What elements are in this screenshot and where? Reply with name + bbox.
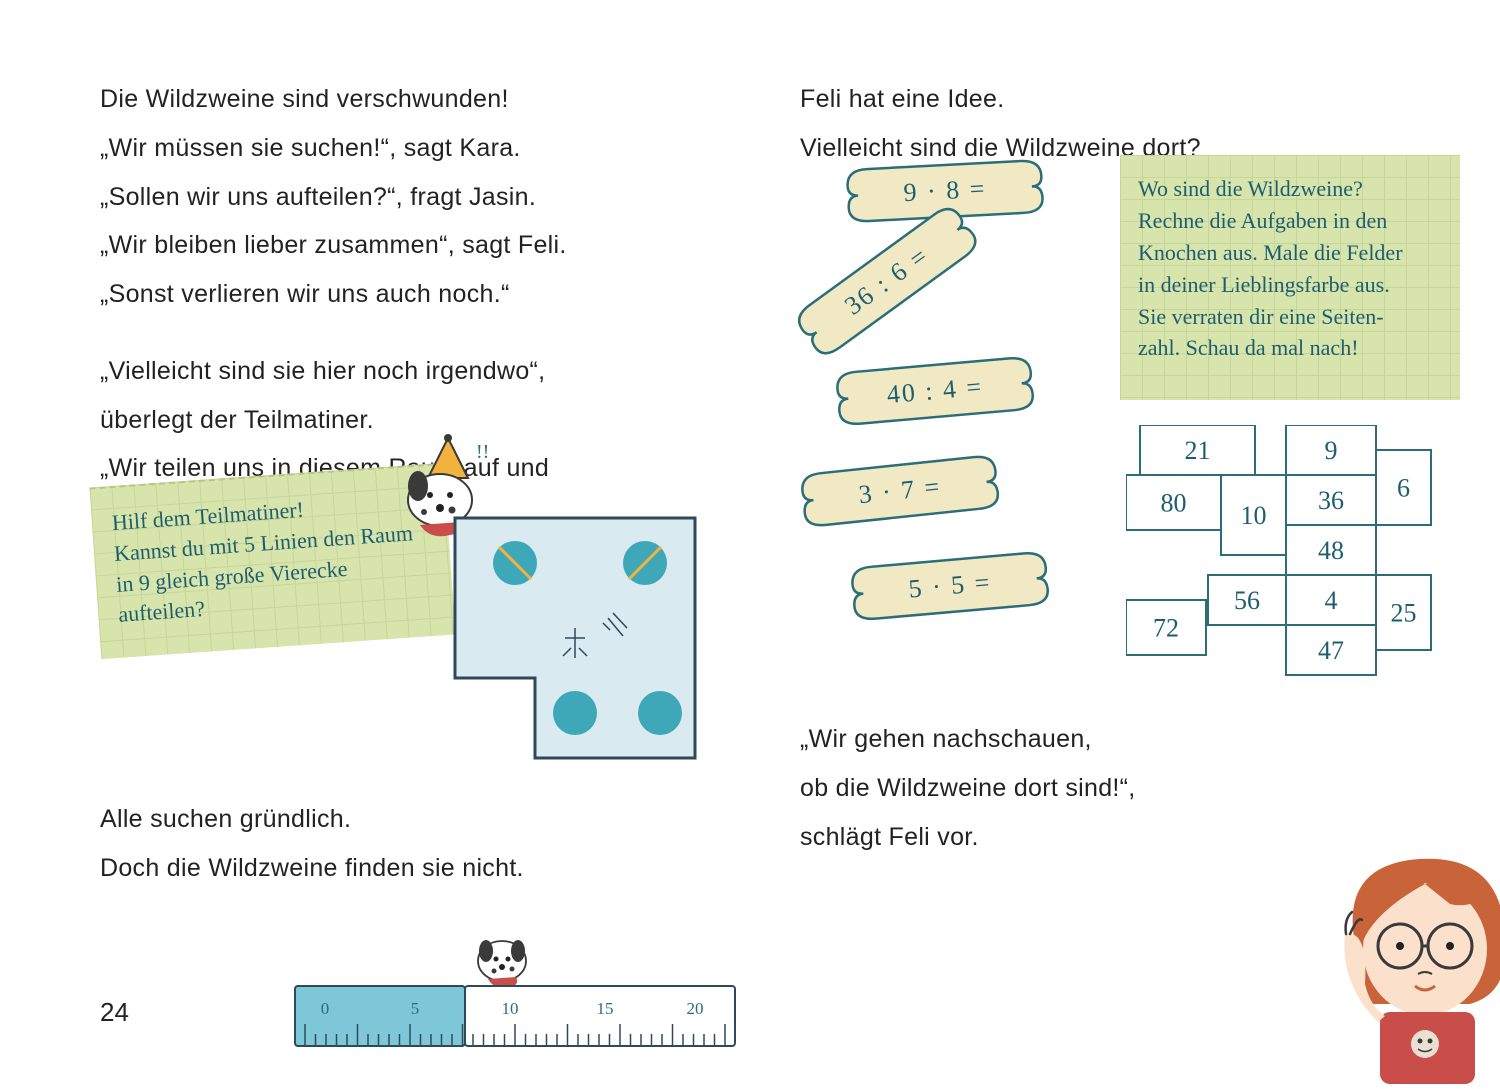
svg-text:5: 5 xyxy=(411,999,420,1018)
svg-text:80: 80 xyxy=(1161,489,1187,518)
svg-text:15: 15 xyxy=(597,999,614,1018)
svg-text:10: 10 xyxy=(1241,501,1267,530)
note-line: Sie verraten dir eine Seiten- xyxy=(1138,301,1442,333)
number-grid: 21 9 80 10 36 6 48 56 4 25 72 47 xyxy=(1126,425,1456,685)
room-puzzle-shape xyxy=(445,508,705,768)
svg-text:10: 10 xyxy=(502,999,519,1018)
bones-group: 9 · 8 =36 : 6 =40 : 4 =3 · 7 =5 · 5 = xyxy=(770,155,1130,715)
svg-text:25: 25 xyxy=(1391,599,1417,628)
svg-text:21: 21 xyxy=(1185,436,1211,465)
note-line: zahl. Schau da mal nach! xyxy=(1138,332,1442,364)
story-line: Doch die Wildzweine finden sie nicht. xyxy=(100,849,524,888)
page-right: Feli hat eine Idee. Vielleicht sind die … xyxy=(750,0,1500,1064)
story-line: „Wir müssen sie suchen!“, sagt Kara. xyxy=(100,129,695,168)
note-line: Rechne die Aufgaben in den xyxy=(1138,205,1442,237)
note-line: Wo sind die Wildzweine? xyxy=(1138,173,1442,205)
story-line: „Vielleicht sind sie hier noch irgendwo“… xyxy=(100,352,695,391)
svg-text:47: 47 xyxy=(1318,636,1344,665)
story-line: „Sollen wir uns aufteilen?“, fragt Jasin… xyxy=(100,178,695,217)
story-line: Die Wildzweine sind verschwunden! xyxy=(100,80,695,119)
note-line: in deiner Lieblingsfarbe aus. xyxy=(1138,269,1442,301)
story-text-left-bottom: Alle suchen gründlich. Doch die Wildzwei… xyxy=(100,800,524,898)
page-left: Die Wildzweine sind verschwunden! „Wir m… xyxy=(0,0,750,1064)
story-line: „Sonst verlieren wir uns auch noch.“ xyxy=(100,275,695,314)
svg-text:6: 6 xyxy=(1397,474,1410,503)
girl-illustration xyxy=(1310,834,1500,1084)
svg-text:0: 0 xyxy=(321,999,330,1018)
svg-text:!!: !! xyxy=(476,441,489,463)
svg-text:72: 72 xyxy=(1153,614,1179,643)
bone-2: 40 : 4 = xyxy=(827,346,1042,436)
ruler-illustration: 0 5 10 15 20 xyxy=(290,976,740,1056)
svg-text:9: 9 xyxy=(1325,436,1338,465)
story-line: ob die Wildzweine dort sind!“, xyxy=(800,769,1280,808)
note-line: Knochen aus. Male die Felder xyxy=(1138,237,1442,269)
story-line: Alle suchen gründlich. xyxy=(100,800,524,839)
bone-4: 5 · 5 = xyxy=(842,541,1057,631)
story-text-right-bottom: „Wir gehen nachschauen, ob die Wildzwein… xyxy=(800,720,1280,866)
story-line: „Wir bleiben lieber zusammen“, sagt Feli… xyxy=(100,226,695,265)
task-note-right: Wo sind die Wildzweine? Rechne die Aufga… xyxy=(1120,155,1460,400)
page-number: 24 xyxy=(100,997,129,1028)
story-line: Feli hat eine Idee. xyxy=(800,80,1450,119)
bone-3: 3 · 7 = xyxy=(792,444,1008,538)
story-line: schlägt Feli vor. xyxy=(800,818,1280,857)
svg-text:20: 20 xyxy=(687,999,704,1018)
story-line: „Wir gehen nachschauen, xyxy=(800,720,1280,759)
svg-text:48: 48 xyxy=(1318,536,1344,565)
svg-text:56: 56 xyxy=(1234,586,1260,615)
svg-text:36: 36 xyxy=(1318,486,1344,515)
svg-text:4: 4 xyxy=(1325,586,1338,615)
